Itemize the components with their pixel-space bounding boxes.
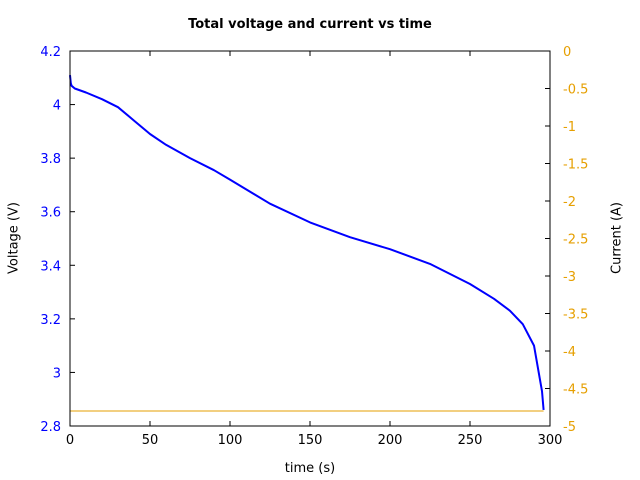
- voltage-line: [69, 75, 545, 410]
- y-tick-label: 3.4: [40, 259, 61, 274]
- y2-tick-label: 0: [563, 45, 571, 60]
- x-tick-label: 200: [378, 433, 403, 448]
- y-tick-label: 2.8: [40, 420, 61, 435]
- y2-tick-label: -2.5: [563, 233, 588, 248]
- y-tick-label: 3: [53, 366, 61, 381]
- y2-tick-label: -0.5: [563, 83, 588, 98]
- y2-tick-label: -4.5: [563, 383, 588, 398]
- y-tick-label: 3.6: [40, 206, 61, 221]
- y-tick-label: 4: [53, 99, 61, 114]
- y2-tick-label: -1: [563, 120, 576, 135]
- series-layer: [69, 75, 545, 412]
- y2-tick-label: -3: [563, 270, 576, 285]
- y2-tick-label: -1.5: [563, 158, 588, 173]
- x-tick-label: 100: [218, 433, 243, 448]
- x-tick-label: 250: [458, 433, 483, 448]
- x-tick-label: 0: [66, 433, 74, 448]
- y2-tick-label: -4: [563, 345, 576, 360]
- y2-tick-label: -2: [563, 195, 576, 210]
- plot-frame: [69, 50, 551, 427]
- x-axis-label: time (s): [284, 461, 336, 476]
- y-tick-label: 3.2: [40, 313, 61, 328]
- x-tick-label: 50: [142, 433, 159, 448]
- x-tick-label: 150: [298, 433, 323, 448]
- chart-title: Total voltage and current vs time: [188, 17, 432, 32]
- y2-tick-label: -5: [563, 420, 576, 435]
- axis-layer: 0 50 100 150 200 250 300 2.8 3 3.2 3.4 3.6 3.8 4 4.2 -5…: [40, 45, 588, 448]
- y-tick-label: 4.2: [40, 45, 61, 60]
- x-tick-label: 300: [538, 433, 563, 448]
- y2-tick-label: -3.5: [563, 308, 588, 323]
- y-tick-label: 3.8: [40, 152, 61, 167]
